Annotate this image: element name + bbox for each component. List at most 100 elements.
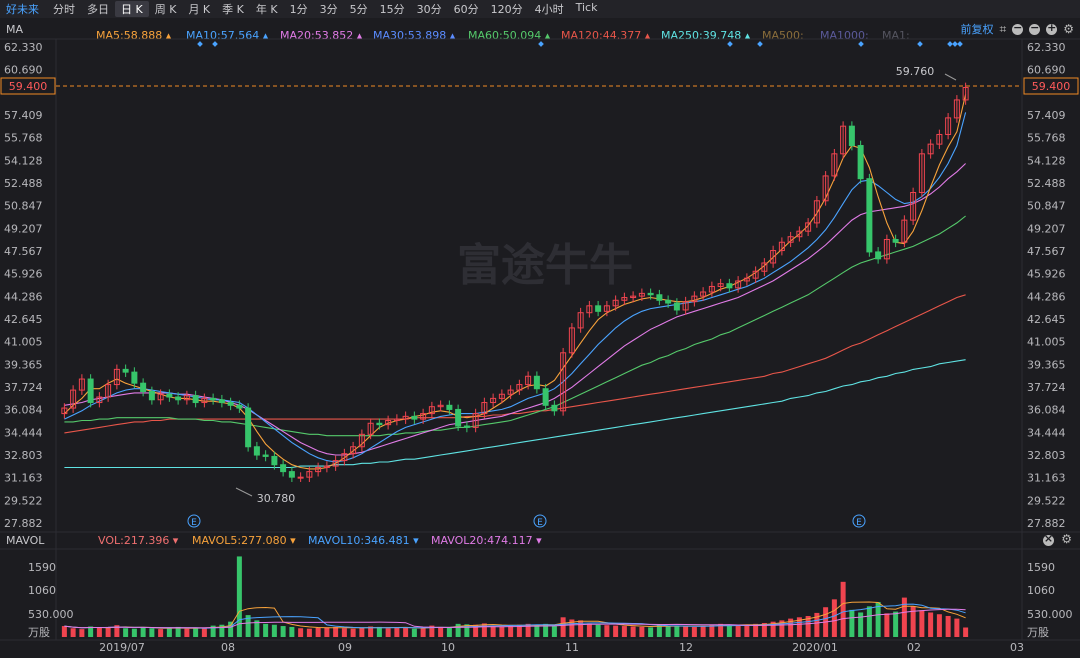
price-tick-right: 54.128 <box>1027 154 1066 167</box>
close-sub-indicator-icon[interactable]: × <box>1043 532 1054 546</box>
price-tick-right: 49.207 <box>1027 222 1066 235</box>
price-tick-right: 52.488 <box>1027 177 1066 190</box>
price-tick-left: 57.409 <box>4 109 43 122</box>
candle-body <box>341 453 348 462</box>
candle-body <box>148 390 155 401</box>
volume-bar <box>709 624 715 637</box>
candle-body <box>175 396 182 401</box>
sub-indicator-label[interactable]: MAVOL <box>6 534 45 547</box>
zoom-in-icon[interactable]: + <box>1046 20 1058 35</box>
candle-body <box>367 422 374 435</box>
tab-2[interactable]: 日 K <box>115 1 149 17</box>
price-tick-left: 27.882 <box>4 517 43 530</box>
candle-body <box>953 99 960 119</box>
tab-12[interactable]: 60分 <box>453 3 479 16</box>
ma5-line <box>64 94 967 470</box>
volume-bar <box>61 626 67 637</box>
candle-body <box>245 407 252 448</box>
x-tick-label: 08 <box>221 641 235 654</box>
volume-bar <box>674 626 680 637</box>
volume-bar <box>123 628 129 637</box>
volume-bar <box>420 628 426 637</box>
candle-body <box>525 375 532 386</box>
price-tick-left: 44.286 <box>4 290 43 303</box>
tab-1[interactable]: 多日 <box>87 3 109 16</box>
candle-body <box>568 327 575 354</box>
tab-8[interactable]: 3分 <box>319 3 338 16</box>
vol-tick-left: 530.000 <box>28 608 74 621</box>
vol-tick-right: 1060 <box>1027 584 1055 597</box>
tab-4[interactable]: 月 K <box>188 3 211 16</box>
volume-bar <box>96 627 102 637</box>
volume-bar <box>691 626 697 637</box>
price-tick-right: 57.409 <box>1027 109 1066 122</box>
volume-bar <box>140 627 146 637</box>
ma120-line <box>64 294 966 434</box>
candle-body <box>376 422 383 426</box>
volume-bar <box>201 628 207 637</box>
volume-bar <box>236 556 242 637</box>
tab-10[interactable]: 15分 <box>379 3 405 16</box>
price-tick-right: 62.330 <box>1027 41 1066 54</box>
x-tick-label: 11 <box>565 641 579 654</box>
price-tick-right: 44.286 <box>1027 290 1066 303</box>
adjust-dropdown[interactable]: 前复权 <box>960 23 994 36</box>
vol-tick-right: 万股 <box>1027 626 1049 639</box>
zoom-out-icon[interactable]: − <box>1012 20 1024 35</box>
indicator-settings-icon[interactable]: ⌗ <box>999 21 1007 36</box>
tab-13[interactable]: 120分 <box>490 3 523 16</box>
stock-name[interactable]: 好未来 <box>6 3 39 16</box>
candle-body <box>848 125 855 147</box>
price-tick-right: 41.005 <box>1027 336 1066 349</box>
candle-body <box>201 397 208 404</box>
period-toolbar: 好未来 分时 多日日 K 周 K 月 K 季 K 年 K 1分 3分 5分 15分 30分 60分 12… <box>0 0 1080 18</box>
candle-body <box>280 464 287 473</box>
price-tick-left: 54.128 <box>4 154 43 167</box>
volume-bar <box>893 611 899 637</box>
tab-11[interactable]: 30分 <box>416 3 442 16</box>
volume-bar <box>403 627 409 637</box>
current-price-left: 59.400 <box>9 80 48 93</box>
volume-bar <box>936 614 942 637</box>
mavol5-line <box>64 601 966 629</box>
minus-icon[interactable]: − <box>1029 20 1041 35</box>
tab-7[interactable]: 1分 <box>289 3 308 16</box>
volume-bar <box>271 624 277 637</box>
volume-bar <box>79 629 85 637</box>
volume-bar <box>245 615 251 637</box>
volume-bar <box>586 623 592 637</box>
volume-bar <box>954 618 960 637</box>
price-tick-right: 32.803 <box>1027 449 1066 462</box>
x-tick-label: 02 <box>907 641 921 654</box>
tab-9[interactable]: 5分 <box>349 3 368 16</box>
tab-6[interactable]: 年 K <box>255 3 278 16</box>
event-marker-label: E <box>191 518 197 528</box>
candle-body <box>673 302 680 311</box>
candle-body <box>910 192 917 221</box>
gear-icon[interactable]: ⚙ <box>1063 22 1074 36</box>
volume-bar <box>525 623 531 637</box>
tab-15[interactable]: Tick <box>575 1 598 14</box>
volume-bar <box>796 617 802 637</box>
price-tick-right: 50.847 <box>1027 200 1066 213</box>
dividend-diamond-icon <box>917 41 923 47</box>
volume-bar <box>840 581 846 637</box>
price-tick-right: 31.163 <box>1027 472 1066 485</box>
vol-tick-left: 1590 <box>28 561 56 574</box>
main-indicator-label[interactable]: MA <box>6 22 24 36</box>
volume-bar <box>175 626 181 637</box>
tab-3[interactable]: 周 K <box>154 3 177 16</box>
chart-controls: 前复权 ⌗ − − + ⚙ <box>960 21 1074 37</box>
tab-14[interactable]: 4小时 <box>534 3 564 16</box>
sub-gear-icon[interactable]: ⚙ <box>1061 532 1072 546</box>
price-tick-right: 37.724 <box>1027 381 1066 394</box>
tab-5[interactable]: 季 K <box>222 3 244 16</box>
volume-bar <box>341 628 347 637</box>
candle-body <box>726 283 733 289</box>
price-tick-left: 39.365 <box>4 358 43 371</box>
candle-body <box>735 280 742 289</box>
price-tick-right: 55.768 <box>1027 132 1066 145</box>
tab-0[interactable]: 分时 <box>53 3 75 16</box>
candle-body <box>166 393 173 398</box>
